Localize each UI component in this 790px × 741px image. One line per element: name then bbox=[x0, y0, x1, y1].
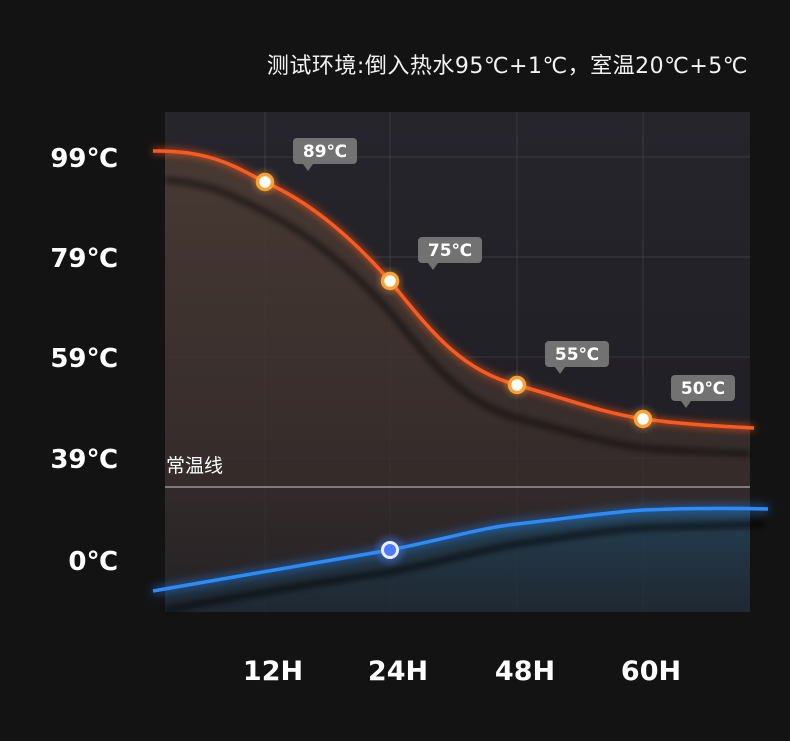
value-label: 55℃ bbox=[555, 345, 599, 365]
value-bubble-box bbox=[671, 375, 735, 401]
value-bubble: 50℃ bbox=[671, 375, 735, 408]
hot-shadow-line bbox=[164, 176, 751, 458]
hot-data-point bbox=[255, 172, 275, 192]
value-bubble-pointer bbox=[681, 401, 691, 408]
value-label: 50℃ bbox=[681, 379, 725, 399]
hot-data-point bbox=[380, 271, 400, 291]
data-points: 89℃ 75℃ 55℃ 50℃ bbox=[253, 138, 735, 564]
cold-data-point bbox=[381, 541, 399, 559]
value-bubble-pointer bbox=[428, 263, 438, 270]
value-label: 75℃ bbox=[428, 241, 472, 261]
y-tick-label: 79℃ bbox=[50, 244, 118, 274]
room-temperature-label: 常温线 bbox=[166, 455, 223, 477]
y-tick-label: 59℃ bbox=[50, 344, 118, 374]
cold-shadow-line bbox=[164, 520, 766, 614]
value-bubble: 89℃ bbox=[293, 138, 357, 171]
room-temperature-line: 常温线 bbox=[165, 455, 750, 488]
hot-data-point bbox=[633, 409, 653, 429]
value-bubble-pointer bbox=[555, 367, 565, 374]
value-bubble: 55℃ bbox=[545, 341, 609, 374]
value-bubble-box bbox=[293, 138, 357, 164]
test-conditions-caption: 测试环境:倒入热水95℃+1℃，室温20℃+5℃ bbox=[266, 54, 748, 79]
value-bubble: 75℃ bbox=[418, 237, 482, 270]
y-tick-label: 0℃ bbox=[68, 547, 118, 577]
value-bubble-box bbox=[545, 341, 609, 367]
y-tick-label: 39℃ bbox=[50, 445, 118, 475]
value-bubble-pointer bbox=[303, 164, 313, 171]
cold-series-line bbox=[152, 506, 769, 593]
x-tick-label: 24H bbox=[368, 656, 428, 687]
value-label: 89℃ bbox=[303, 142, 347, 162]
y-tick-label: 99℃ bbox=[50, 144, 118, 174]
value-bubble-box bbox=[418, 237, 482, 263]
hot-data-point bbox=[507, 375, 527, 395]
x-tick-label: 12H bbox=[243, 656, 303, 687]
y-axis: 99℃ 79℃ 59℃ 39℃ 0℃ bbox=[50, 144, 118, 577]
x-axis: 12H 24H 48H 60H bbox=[243, 656, 681, 687]
x-tick-label: 48H bbox=[495, 656, 555, 687]
x-tick-label: 60H bbox=[621, 656, 681, 687]
